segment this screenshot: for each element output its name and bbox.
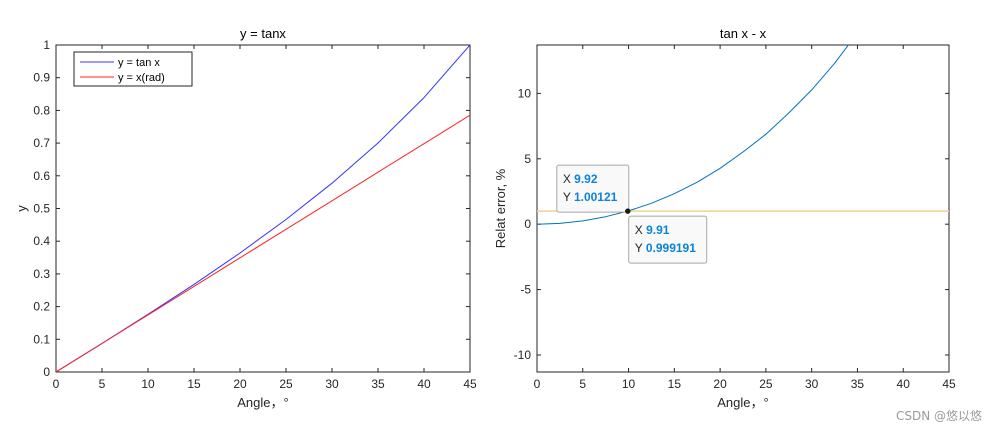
data-tip-y: Y 0.999191 <box>635 241 697 255</box>
y-tick-label: 0.5 <box>33 202 50 216</box>
series-group <box>56 45 470 372</box>
x-tick-label: 5 <box>99 377 106 391</box>
x-tick-label: 5 <box>579 377 586 391</box>
data-tip-box <box>556 164 630 213</box>
watermark: CSDN @悠以悠 <box>895 409 982 423</box>
chart-2: tan x - x 0 5 10 15 20 25 30 35 40 45 -10 -5 0 5 10 Angl… <box>493 26 956 410</box>
y-tick-label: 0.4 <box>33 234 50 248</box>
y-axis-label: Relat error, % <box>493 168 508 248</box>
y-tick-label: 1 <box>43 38 50 52</box>
plot-area <box>55 44 471 373</box>
chart-1: y = tanx 0 5 10 15 20 25 30 35 40 45 0 0.1 0.2 0.3 0.4 0… <box>14 26 477 410</box>
y-tick-label: 5 <box>524 152 531 166</box>
x-tick-label: 20 <box>233 377 247 391</box>
x-tick-label: 35 <box>851 377 865 391</box>
data-tip: X 9.91Y 0.999191 <box>625 208 708 264</box>
series-line-2 <box>56 114 470 372</box>
x-tick-label: 30 <box>805 377 819 391</box>
y-tick-label: -10 <box>514 348 532 362</box>
y-tick-label: 0.6 <box>33 169 50 183</box>
data-tip-y-value: 0.999191 <box>646 241 696 255</box>
y-tick-label: 0.8 <box>33 103 50 117</box>
data-tip-y-label: Y <box>635 241 646 255</box>
x-tick-label: 40 <box>417 377 431 391</box>
x-tick-label: 45 <box>463 377 477 391</box>
y-tick-label: 0.3 <box>33 267 50 281</box>
data-tip-x-value: 9.92 <box>574 172 598 186</box>
x-axis-label: Angle，° <box>717 395 768 410</box>
y-tick-label: 0.7 <box>33 136 50 150</box>
data-tip-x-label: X <box>563 172 574 186</box>
data-tip-x: X 9.92 <box>563 172 598 186</box>
legend-box <box>73 51 193 87</box>
x-tick-label: 15 <box>187 377 201 391</box>
x-tick-label: 25 <box>759 377 773 391</box>
x-tick-label: 0 <box>53 377 60 391</box>
data-tip-y-value: 1.00121 <box>574 190 618 204</box>
x-tick-label: 10 <box>622 377 636 391</box>
data-tip-x-label: X <box>635 223 646 237</box>
y-tick-label: -5 <box>520 283 531 297</box>
x-tick-label: 0 <box>534 377 541 391</box>
x-tick-label: 15 <box>668 377 682 391</box>
y-tick-label: 0 <box>524 217 531 231</box>
data-tip-x: X 9.91 <box>635 223 670 237</box>
x-tick-label: 25 <box>279 377 293 391</box>
data-tip-x-value: 9.91 <box>646 223 670 237</box>
chart-title: y = tanx <box>240 26 286 41</box>
x-tick-label: 20 <box>713 377 727 391</box>
y-tick-label: 0 <box>43 365 50 379</box>
x-tick-label: 35 <box>371 377 385 391</box>
x-tick-label: 30 <box>325 377 339 391</box>
y-tick-label: 10 <box>518 86 532 100</box>
x-axis-label: Angle，° <box>237 395 288 410</box>
legend-entry-label: y = x(rad) <box>118 72 165 84</box>
data-tip: X 9.92Y 1.00121 <box>556 164 631 214</box>
x-tick-label: 10 <box>141 377 155 391</box>
data-tip-marker <box>625 208 631 214</box>
series-line-1 <box>537 45 849 225</box>
data-tip-box <box>628 215 708 264</box>
data-tip-y: Y 1.00121 <box>563 190 618 204</box>
legend: y = tan x y = x(rad) <box>73 51 193 87</box>
data-tip-y-label: Y <box>563 190 574 204</box>
y-tick-label: 0.1 <box>33 332 50 346</box>
y-tick-label: 0.2 <box>33 300 50 314</box>
chart-title: tan x - x <box>720 26 767 41</box>
x-tick-label: 40 <box>897 377 911 391</box>
x-tick-label: 45 <box>942 377 956 391</box>
y-tick-label: 0.9 <box>33 71 50 85</box>
legend-entry-label: y = tan x <box>118 57 160 69</box>
y-axis-label: y <box>14 205 29 212</box>
